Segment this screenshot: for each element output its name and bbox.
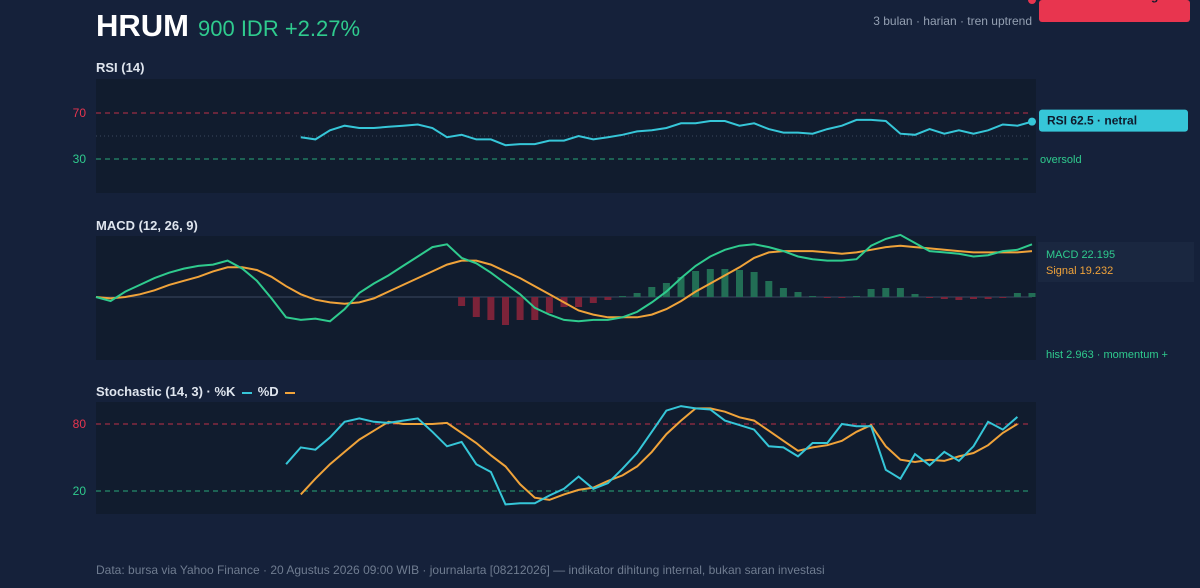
macd-hist-bar [984, 297, 992, 299]
rsi-last-point [1028, 117, 1036, 126]
macd-hist-bar [721, 269, 729, 297]
stoch-d-line [300, 407, 1018, 501]
macd-line [95, 233, 1033, 323]
macd-hist-bar [970, 297, 977, 299]
hist-value-label: hist 2.963 · momentum + [1046, 349, 1168, 361]
macd-hist-bar [750, 272, 758, 297]
rsi-line [300, 118, 1033, 147]
macd-hist-bar [809, 296, 817, 297]
macd-hist-bar [516, 297, 524, 320]
macd-hist-bar [633, 293, 641, 297]
macd-hist-bar [765, 281, 773, 297]
macd-hist-bar [1013, 293, 1021, 297]
stoch-title: Stochastic (14, 3) · %K %D [96, 384, 297, 399]
macd-hist-bar [472, 297, 480, 317]
ticker-symbol: HRUM [96, 8, 189, 43]
d-legend-label: %D [257, 384, 279, 399]
macd-hist-bar [1028, 293, 1036, 297]
macd-hist-bar [662, 283, 670, 297]
macd-hist-bar [794, 292, 802, 297]
macd-hist-bar [955, 297, 963, 300]
macd-hist-bar [677, 277, 685, 297]
macd-legend-box [1038, 242, 1194, 282]
footer-note: Data: bursa via Yahoo Finance · 20 Agust… [96, 563, 825, 577]
macd-hist-bar [882, 288, 890, 297]
chart-meta: 3 bulan · harian · tren uptrend [873, 14, 1032, 28]
macd-hist-bar [692, 271, 700, 297]
macd-hist-bar [999, 297, 1007, 298]
macd-hist-bar [458, 297, 466, 306]
stoch-tick-80: 80 [73, 417, 87, 431]
stoch-badge-bg [1039, 0, 1190, 22]
macd-hist-bar [823, 297, 831, 298]
macd-hist-bar [575, 297, 583, 307]
macd-title: MACD (12, 26, 9) [96, 218, 198, 233]
macd-hist-bar [545, 297, 553, 313]
macd-hist-bar [502, 297, 509, 325]
stoch-tick-20: 20 [73, 484, 87, 498]
rsi-tick-30: 30 [73, 152, 87, 166]
macd-hist-bar [736, 270, 743, 297]
rsi-badge: RSI 62.5 · netral [1047, 114, 1137, 128]
signal-value-label: Signal 19.232 [1046, 265, 1113, 277]
rsi-tick-70: 70 [73, 106, 87, 120]
macd-hist-bar [648, 287, 656, 297]
k-legend-swatch [242, 391, 253, 394]
rsi-badge-bg [1039, 109, 1188, 132]
stoch-panel [96, 402, 1036, 514]
d-legend-swatch [285, 391, 296, 394]
macd-hist-bar [487, 297, 495, 320]
stoch-badge: %K 86.4 · overbought [1047, 0, 1170, 3]
stoch-k-line [285, 405, 1019, 506]
signal-line [95, 244, 1033, 319]
macd-hist-bar [911, 294, 919, 297]
macd-hist-bar [853, 296, 860, 297]
macd-hist-bar [867, 289, 875, 297]
macd-hist-bar [779, 288, 787, 297]
stoch-last-point [1028, 0, 1036, 4]
macd-hist-bar [604, 297, 612, 300]
macd-hist-bar [838, 297, 846, 298]
rsi-title: RSI (14) [96, 60, 145, 75]
macd-value-label: MACD 22.195 [1046, 249, 1115, 261]
macd-hist-bar [589, 297, 597, 303]
stoch-title-text: Stochastic (14, 3) · %K [96, 384, 236, 399]
macd-hist-bar [896, 288, 904, 297]
rsi-oversold-label: oversold [1040, 154, 1082, 166]
macd-hist-bar [619, 296, 626, 297]
macd-hist-bar [926, 297, 934, 298]
price-change: 900 IDR +2.27% [198, 16, 361, 41]
macd-hist-bar [940, 297, 948, 299]
header: HRUM 900 IDR +2.27% [96, 8, 360, 44]
